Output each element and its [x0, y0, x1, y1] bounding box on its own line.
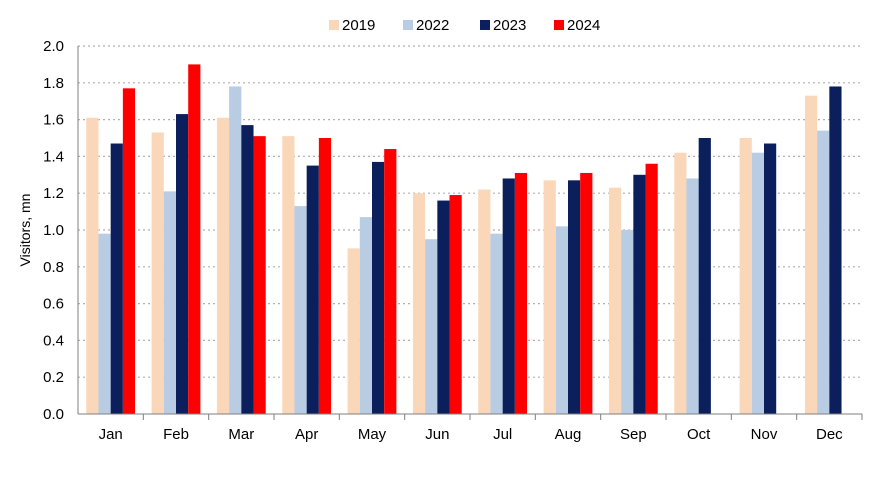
- bars: [86, 64, 842, 415]
- bar-2019-Aug: [543, 180, 556, 414]
- y-tick-label: 1.8: [43, 75, 64, 92]
- bar-2022-Jun: [425, 239, 438, 414]
- axes: [77, 46, 863, 420]
- y-tick-label: 1.2: [43, 185, 64, 202]
- x-tick-label: Apr: [295, 426, 318, 443]
- bar-2024-Jul: [514, 172, 528, 414]
- bar-2024-Aug: [580, 172, 593, 414]
- y-tick-label: 2.0: [43, 38, 64, 55]
- legend: 2019 2022 2023 2024: [329, 17, 600, 34]
- x-tick-label: Dec: [816, 426, 843, 443]
- legend-label-2022: 2022: [416, 17, 449, 34]
- legend-label-2024: 2024: [567, 17, 600, 34]
- y-tick-label: 0.8: [43, 259, 64, 276]
- bar-2024-Mar: [253, 136, 266, 414]
- bar-2019-Mar: [216, 117, 230, 414]
- bar-2019-Feb: [151, 132, 164, 415]
- y-tick-labels: 0.0 0.2 0.4 0.6 0.8 1.0 1.2 1.4 1.6 1.8 2.0: [43, 38, 64, 423]
- bar-2023-Dec: [829, 86, 842, 414]
- bar-2024-Jun: [449, 195, 462, 414]
- y-tick-label: 0.4: [43, 332, 64, 349]
- bar-2019-Jul: [478, 189, 491, 414]
- bar-2019-Jan: [86, 117, 99, 414]
- bar-2023-Apr: [306, 165, 319, 414]
- bar-2022-Oct: [686, 178, 699, 414]
- y-tick-label: 1.4: [43, 148, 64, 165]
- bar-2023-Sep: [633, 174, 646, 414]
- legend-label-2023: 2023: [493, 17, 526, 34]
- bar-2022-Jan: [98, 233, 111, 414]
- x-tick-label: May: [358, 426, 387, 443]
- gridlines: [78, 45, 862, 378]
- y-axis-title: Visitors, mn: [17, 194, 33, 267]
- legend-swatch-2022: [403, 20, 413, 30]
- bar-2019-Dec: [804, 95, 818, 415]
- bar-2023-Jan: [110, 143, 123, 414]
- y-tick-label: 1.6: [43, 112, 64, 129]
- bar-2024-Apr: [318, 138, 332, 414]
- bar-2023-Jun: [437, 200, 450, 414]
- bar-2023-Aug: [568, 180, 581, 414]
- y-tick-label: 0.6: [43, 296, 64, 313]
- x-tick-label: Jul: [493, 426, 512, 443]
- x-tick-label: Nov: [751, 426, 778, 443]
- x-tick-label: Jun: [425, 426, 449, 443]
- legend-swatch-2019: [329, 20, 339, 30]
- bar-2023-Feb: [176, 114, 189, 414]
- bar-2023-Nov: [764, 143, 777, 414]
- bar-2024-Jan: [122, 88, 136, 414]
- x-tick-label: Sep: [620, 426, 647, 443]
- legend-swatch-2023: [480, 20, 490, 30]
- legend-swatch-2024: [554, 20, 564, 30]
- bar-2023-Oct: [698, 138, 711, 414]
- bar-2024-May: [384, 149, 397, 415]
- bar-2022-Jul: [490, 233, 503, 414]
- y-tick-label: 0.2: [43, 369, 64, 386]
- y-tick-label: 1.0: [43, 222, 64, 239]
- bar-2022-Nov: [751, 152, 764, 414]
- bar-2022-Apr: [294, 206, 307, 414]
- bar-2024-Sep: [645, 163, 658, 414]
- bar-2022-Mar: [229, 86, 242, 414]
- x-tick-labels: Jan Feb Mar Apr May Jun Jul Aug Sep Oct Nov Dec: [99, 426, 844, 443]
- bar-2019-Jun: [412, 193, 426, 414]
- bar-2023-Mar: [241, 125, 254, 415]
- bar-2022-May: [359, 217, 372, 414]
- bar-2022-Dec: [817, 130, 830, 414]
- bar-2023-May: [372, 161, 385, 414]
- bar-2019-May: [347, 248, 360, 414]
- x-tick-label: Jan: [99, 426, 123, 443]
- x-tick-label: Mar: [228, 426, 254, 443]
- legend-label-2019: 2019: [342, 17, 375, 34]
- x-tick-label: Aug: [555, 426, 582, 443]
- bar-2022-Sep: [621, 230, 634, 414]
- bar-2019-Nov: [739, 138, 752, 414]
- bar-2019-Sep: [608, 187, 622, 414]
- bar-2019-Oct: [674, 152, 687, 414]
- bar-2022-Feb: [163, 191, 176, 414]
- bar-2019-Apr: [282, 136, 295, 414]
- x-tick-label: Oct: [687, 426, 711, 443]
- bar-2022-Aug: [555, 226, 568, 414]
- y-tick-label: 0.0: [43, 406, 64, 423]
- bar-2024-Feb: [188, 64, 201, 415]
- bar-2023-Jul: [502, 178, 515, 414]
- x-tick-label: Feb: [163, 426, 189, 443]
